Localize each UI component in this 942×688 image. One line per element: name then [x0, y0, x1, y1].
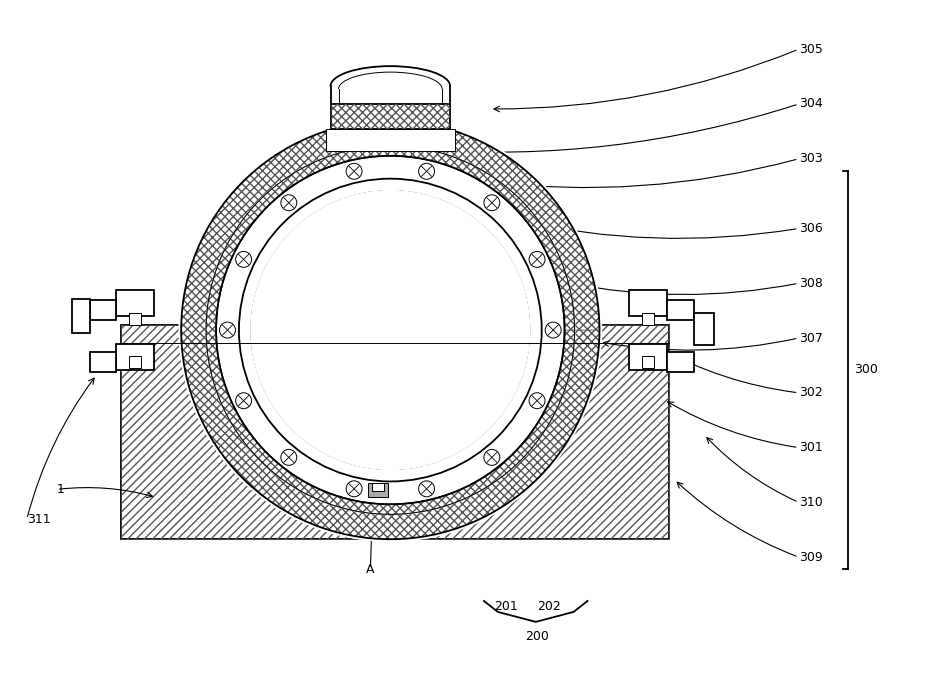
- Text: 310: 310: [799, 496, 822, 509]
- Bar: [629, 344, 667, 370]
- Bar: [72, 299, 89, 333]
- Bar: [331, 104, 450, 129]
- Text: 302: 302: [799, 386, 822, 399]
- Text: 301: 301: [799, 441, 822, 454]
- Bar: [326, 129, 455, 151]
- Bar: [667, 300, 694, 320]
- Circle shape: [529, 251, 545, 268]
- Text: 305: 305: [799, 43, 822, 56]
- Bar: [117, 290, 154, 316]
- Bar: [372, 484, 384, 491]
- Text: 201: 201: [494, 601, 518, 614]
- Bar: [694, 313, 714, 345]
- Text: 300: 300: [854, 363, 878, 376]
- Bar: [629, 290, 667, 316]
- Bar: [335, 129, 446, 139]
- Circle shape: [219, 322, 236, 338]
- Circle shape: [346, 163, 362, 180]
- Circle shape: [236, 393, 252, 409]
- Text: 309: 309: [799, 550, 822, 563]
- Bar: [117, 344, 154, 370]
- Text: A: A: [366, 563, 375, 576]
- Circle shape: [529, 393, 545, 409]
- Circle shape: [484, 449, 500, 465]
- Text: 306: 306: [799, 222, 822, 235]
- Bar: [129, 356, 141, 368]
- Text: 311: 311: [26, 513, 51, 526]
- Polygon shape: [181, 121, 599, 539]
- Text: 1: 1: [57, 483, 65, 496]
- Bar: [89, 300, 117, 320]
- Bar: [122, 325, 669, 539]
- Bar: [368, 484, 388, 497]
- Circle shape: [281, 195, 297, 211]
- Text: 304: 304: [799, 98, 822, 111]
- Bar: [331, 104, 450, 129]
- Text: 308: 308: [799, 277, 822, 290]
- Circle shape: [236, 251, 252, 268]
- Bar: [129, 313, 141, 325]
- Circle shape: [418, 481, 434, 497]
- Text: 307: 307: [799, 332, 822, 345]
- Circle shape: [418, 163, 434, 180]
- Text: 303: 303: [799, 152, 822, 165]
- Circle shape: [251, 191, 529, 469]
- Circle shape: [346, 481, 362, 497]
- Circle shape: [545, 322, 561, 338]
- Bar: [642, 313, 655, 325]
- Circle shape: [484, 195, 500, 211]
- Text: 200: 200: [525, 630, 548, 643]
- Polygon shape: [206, 146, 575, 515]
- Circle shape: [179, 119, 602, 541]
- Bar: [642, 356, 655, 368]
- Circle shape: [206, 146, 575, 515]
- Bar: [89, 352, 117, 372]
- Circle shape: [281, 449, 297, 465]
- Bar: [667, 352, 694, 372]
- Bar: [122, 325, 669, 539]
- Text: 202: 202: [537, 601, 560, 614]
